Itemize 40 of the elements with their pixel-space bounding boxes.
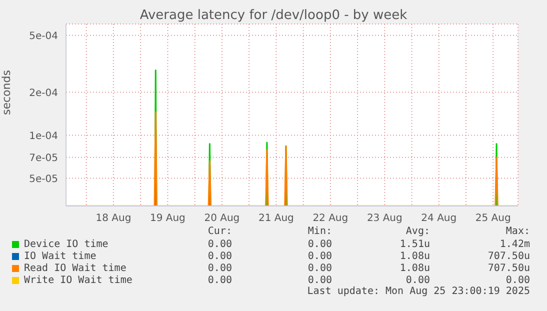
legend-label: IO Wait time <box>24 250 98 262</box>
text: Cur: <box>206 226 232 238</box>
text: 0.00 <box>206 262 232 274</box>
text: 0.00 <box>306 274 332 286</box>
x-tick-label: 25 Aug <box>475 213 511 224</box>
legend-label: Device IO time <box>24 238 110 250</box>
text: Min: <box>306 226 332 238</box>
text: 1.42m <box>498 238 530 250</box>
text: Max: <box>504 226 530 238</box>
text: 1.08u <box>398 262 430 274</box>
text: 707.50u <box>486 262 530 274</box>
x-tick-label: 21 Aug <box>258 213 294 224</box>
x-tick-label: 20 Aug <box>204 213 240 224</box>
text: 1.51u <box>398 238 430 250</box>
y-tick-label: 5e-04 <box>29 30 58 42</box>
x-tick-label: 23 Aug <box>366 213 402 224</box>
y-tick-label: 5e-05 <box>29 174 58 185</box>
legend-label: Read IO Wait time <box>24 262 128 274</box>
text: 1.08u <box>398 250 430 262</box>
text: 707.50u <box>486 250 530 262</box>
legend-label: Write IO Wait time <box>24 274 134 286</box>
y-axis-title: seconds <box>0 70 13 115</box>
text: 0.00 <box>306 250 332 262</box>
x-tick-label: 24 Aug <box>421 213 457 224</box>
text: Avg: <box>404 226 430 238</box>
text: 0.00 <box>206 274 232 286</box>
text: 0.00 <box>306 238 332 250</box>
y-tick-label: 7e-05 <box>29 152 58 164</box>
chart-title: Average latency for /dev/loop0 - by week <box>138 8 408 23</box>
text: 0.00 <box>306 262 332 274</box>
text: 0.00 <box>404 274 430 286</box>
x-tick-label: 22 Aug <box>312 213 348 224</box>
y-tick-label: 1e-04 <box>29 130 58 142</box>
y-tick-label: 2e-04 <box>29 88 58 99</box>
text: Last update: Mon Aug 25 23:00:19 2025 <box>306 286 530 298</box>
text: 0.00 <box>206 238 232 250</box>
text: 0.00 <box>206 250 232 262</box>
x-tick-label: 18 Aug <box>96 213 132 224</box>
x-tick-label: 19 Aug <box>150 213 186 224</box>
text: 0.00 <box>504 274 530 286</box>
